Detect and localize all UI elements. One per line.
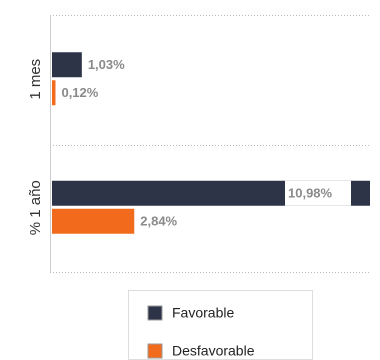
legend-label: Favorable <box>172 305 234 321</box>
bar <box>52 52 82 78</box>
legend-swatch <box>147 343 163 359</box>
category-label: 1 mes <box>27 59 44 100</box>
bar <box>52 208 135 234</box>
value-label: 2,84% <box>140 214 177 229</box>
category-label: % 1 año <box>27 180 44 235</box>
legend-swatch <box>147 305 163 321</box>
value-label: 0,12% <box>61 85 98 100</box>
value-label: 10,98% <box>288 186 333 201</box>
legend-box <box>128 290 313 360</box>
legend-label: Desfavorable <box>172 343 255 359</box>
value-label: 1,03% <box>88 57 125 72</box>
label-background <box>285 180 351 206</box>
bar <box>52 80 56 106</box>
